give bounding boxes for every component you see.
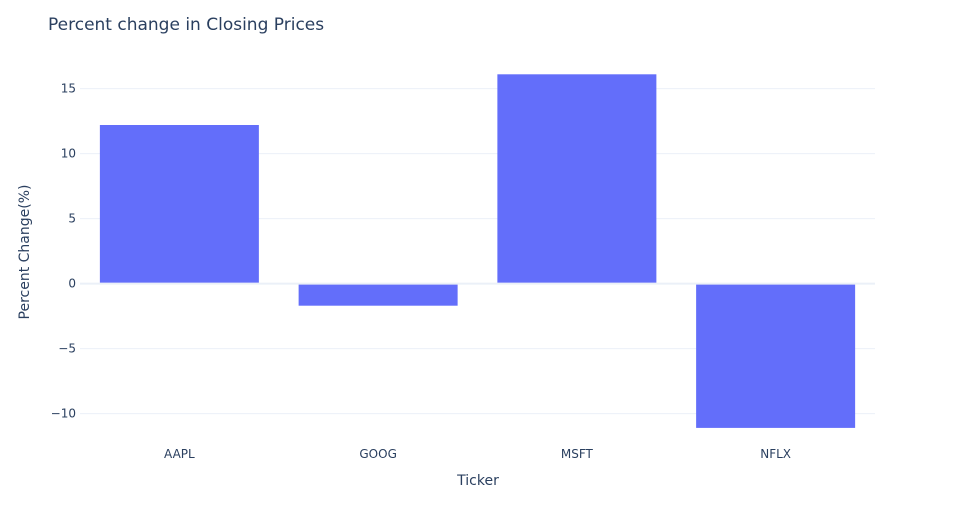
y-tick-label: 5: [68, 212, 76, 226]
y-tick-label: 0: [68, 277, 76, 291]
x-tick-label: GOOG: [359, 447, 397, 461]
y-axis-ticks: −10 −5 0 5 10 15: [51, 82, 76, 421]
x-tick-label: NFLX: [760, 447, 791, 461]
bar-aapl[interactable]: [99, 125, 259, 284]
x-tick-label: MSFT: [561, 447, 594, 461]
bar-nflx[interactable]: [696, 283, 856, 428]
y-tick-label: 15: [61, 82, 76, 96]
y-axis-title: Percent Change(%): [17, 185, 33, 320]
chart-title: Percent change in Closing Prices: [48, 15, 324, 35]
y-tick-label: 10: [61, 147, 76, 161]
x-axis-title: Ticker: [456, 473, 499, 489]
bar-goog[interactable]: [298, 283, 458, 306]
y-tick-label: −10: [51, 407, 76, 421]
bar-msft[interactable]: [497, 74, 657, 284]
x-tick-label: AAPL: [164, 447, 195, 461]
x-axis-ticks: AAPL GOOG MSFT NFLX: [164, 447, 791, 461]
y-tick-label: −5: [58, 342, 76, 356]
bars: [99, 74, 856, 428]
